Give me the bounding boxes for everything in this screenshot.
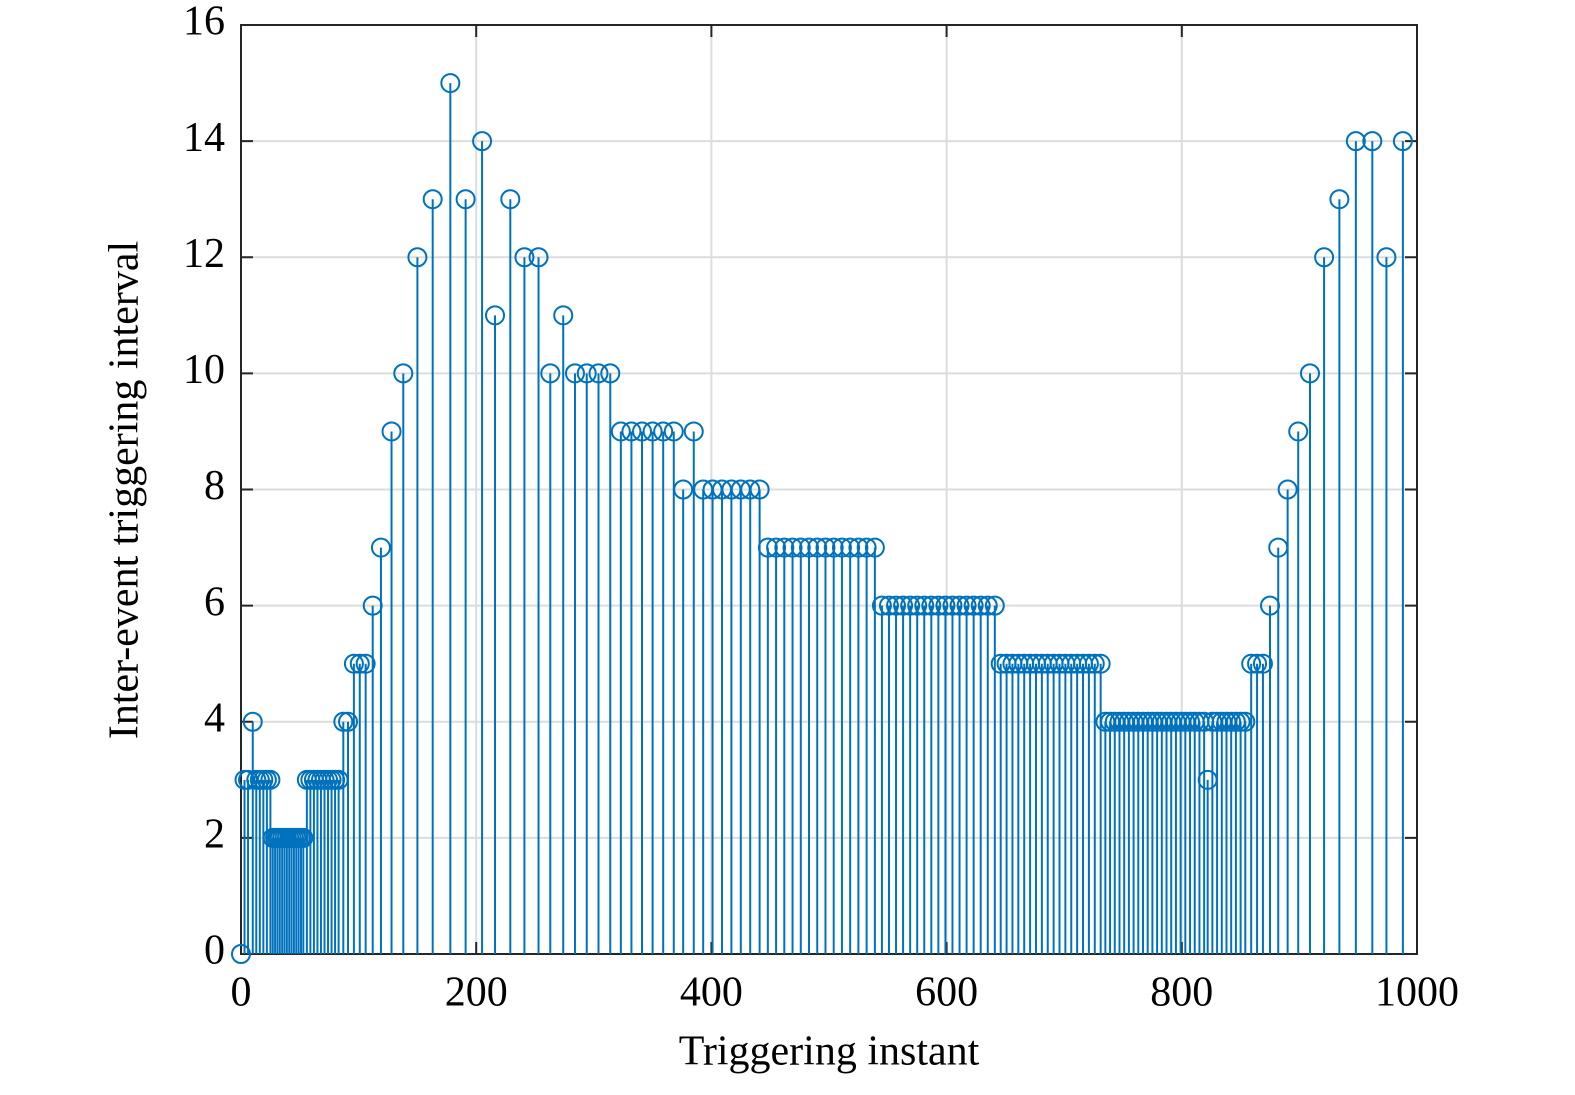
stem-marker [935,595,956,616]
stem-marker [1362,131,1383,152]
x-tick-label: 600 [915,970,978,1016]
stem-marker [914,595,935,616]
y-tick-label: 6 [204,579,225,625]
stem-marker [632,421,653,442]
stem-marker [942,595,963,616]
stem-marker [1392,131,1413,152]
stem-marker [984,595,1005,616]
stem-marker [642,421,663,442]
stem-marker [1252,653,1273,674]
stem-marker [1299,363,1320,384]
y-tick-label: 16 [183,0,225,45]
stem-marker [600,363,621,384]
stem-marker [485,305,506,326]
stem-marker [540,363,561,384]
stem-marker [1247,653,1268,674]
stem-marker [956,595,977,616]
stem-marker [878,595,899,616]
stem-marker [293,827,314,848]
y-axis-label: Inter-event triggering interval [102,241,148,739]
y-tick-label: 14 [183,115,225,161]
y-tick-label: 10 [183,347,225,393]
stem-marker [749,479,770,500]
stem-marker [1235,711,1256,732]
stem-marker [1078,653,1099,674]
stem-marker [1230,711,1251,732]
stem-marker [970,595,991,616]
stem-marker [663,421,684,442]
stem-marker [893,595,914,616]
stem-marker [472,131,493,152]
stem-marker [355,653,376,674]
stem-marker [381,421,402,442]
y-tick-label: 0 [204,928,225,974]
x-tick-label: 200 [445,970,508,1016]
stem-marker [1376,247,1397,268]
stem-marker [886,595,907,616]
stem-marker [900,595,921,616]
stem-marker [1345,131,1366,152]
stem-marker [871,595,892,616]
stem-marker [553,305,574,326]
stem-marker [653,421,674,442]
stem-marker [907,595,928,616]
stem-marker [242,711,263,732]
y-tick-label: 12 [183,231,225,277]
stem-marker [1241,653,1262,674]
stem-marker [333,711,354,732]
stem-marker [588,363,609,384]
stem-marker [440,73,461,94]
stem-marker [564,363,585,384]
stem-marker [422,189,443,210]
stem-marker [231,944,251,964]
stem-marker [1288,421,1309,442]
plot-frame [240,24,1418,955]
x-axis-label: Triggering instant [679,1029,980,1075]
stem-marker [1084,653,1105,674]
stem-marker [610,421,631,442]
stem-marker [576,363,597,384]
stem-marker [921,595,942,616]
x-tick-label: 0 [231,970,252,1016]
y-tick-label: 8 [204,463,225,509]
stem-marker [338,711,359,732]
y-tick-label: 4 [204,695,225,741]
x-tick-label: 400 [680,970,743,1016]
stem-marker [673,479,694,500]
stem-marker [349,653,370,674]
stem-marker [514,247,535,268]
stem-marker [343,653,364,674]
stem-marker [864,537,885,558]
stem-marker [949,595,970,616]
stem-marker [260,769,281,790]
stem-marker [683,421,704,442]
stem-marker [963,595,984,616]
stem-marker [1277,479,1298,500]
stem-marker [977,595,998,616]
stem-marker [1090,653,1111,674]
stem-marker [407,247,428,268]
x-tick-label: 800 [1150,970,1213,1016]
stem-marker [393,363,414,384]
stem-marker [455,189,476,210]
stem-marker [370,537,391,558]
stem-marker [528,247,549,268]
stem-marker [1314,247,1335,268]
stem-marker [928,595,949,616]
y-tick-label: 2 [204,812,225,858]
x-tick-label: 1000 [1375,970,1459,1016]
stem-marker [500,189,521,210]
stem-marker [621,421,642,442]
stem-marker [1329,189,1350,210]
